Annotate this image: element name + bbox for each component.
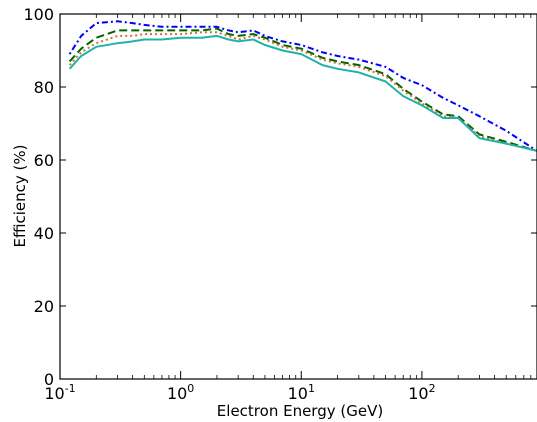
y-tick-label: 20 bbox=[34, 297, 54, 316]
plot-frame bbox=[59, 13, 537, 380]
x-tick-label: 102 bbox=[408, 382, 435, 403]
y-tick-label: 60 bbox=[34, 151, 54, 170]
series-layer bbox=[68, 20, 537, 152]
x-axis-label: Electron Energy (GeV) bbox=[217, 402, 383, 420]
x-tick-label: 101 bbox=[288, 382, 315, 403]
y-tick-label: 0 bbox=[44, 370, 54, 389]
series-line-2 bbox=[68, 27, 537, 152]
series-line-4 bbox=[68, 34, 537, 152]
y-tick-label: 100 bbox=[23, 5, 54, 24]
x-tick-label: 100 bbox=[167, 382, 194, 403]
x-tick-label: 10-1 bbox=[44, 382, 75, 403]
y-tick-label: 40 bbox=[34, 224, 54, 243]
tick-layer: 0 20 40 60 80 100 10-1 100 101 102 bbox=[23, 5, 537, 403]
y-axis-label: Efficiency (%) bbox=[11, 145, 29, 248]
y-tick-label: 80 bbox=[34, 78, 54, 97]
series-line-3 bbox=[68, 31, 537, 152]
